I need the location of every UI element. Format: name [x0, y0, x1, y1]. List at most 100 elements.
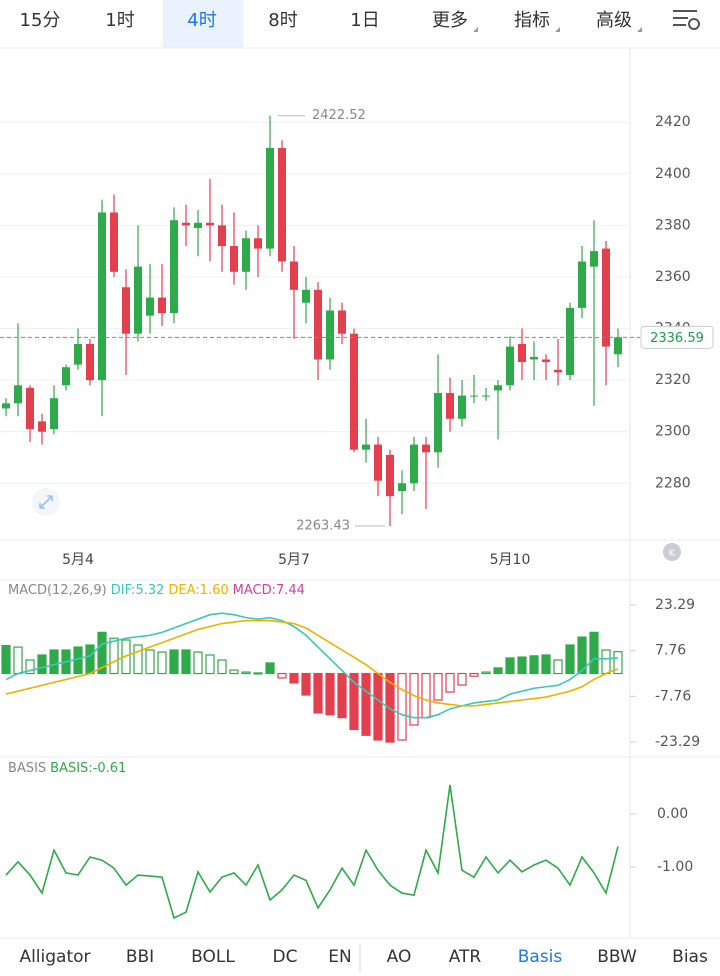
series-line	[5, 619, 619, 707]
candle-body	[482, 395, 490, 397]
series-line	[5, 784, 619, 920]
histogram-bar	[541, 654, 551, 675]
histogram-bar	[253, 672, 263, 675]
candle-body	[110, 212, 118, 272]
candle-body	[326, 310, 334, 360]
candle-body	[338, 310, 346, 334]
time-tab[interactable]: 1日	[350, 10, 379, 31]
y-tick-label: -23.29	[655, 734, 700, 750]
candle-body	[50, 398, 58, 430]
histogram-bar	[565, 644, 575, 675]
icon-gear	[688, 18, 700, 30]
time-tab[interactable]: 更多	[432, 10, 468, 31]
candle-body	[98, 212, 106, 381]
histogram-bar	[241, 671, 251, 675]
settings-icon[interactable]	[673, 10, 700, 30]
candle-body	[218, 225, 226, 246]
legend: MACD(12,26,9) DIF:5.32 DEA:1.60 MACD:7.44	[8, 583, 305, 598]
candle-body	[614, 337, 622, 355]
indicator-tab[interactable]: BBI	[126, 947, 154, 967]
y-tick-label: 7.76	[655, 643, 686, 659]
histogram-bar	[385, 672, 395, 743]
histogram-bar	[529, 655, 539, 675]
candle-body	[230, 246, 238, 272]
indicator-tab[interactable]: Basis	[518, 947, 563, 967]
candle-body	[158, 297, 166, 314]
histogram-bar	[13, 646, 23, 675]
candle-body	[2, 403, 10, 409]
candle-body	[206, 222, 214, 226]
candle-body	[494, 385, 502, 391]
time-tab[interactable]: 8时	[268, 10, 297, 31]
histogram-bar	[25, 659, 35, 675]
candle-body	[26, 387, 34, 430]
histogram-bar	[301, 672, 311, 696]
histogram-bar	[397, 672, 407, 741]
legend-value: 5.32	[135, 583, 164, 598]
indicator-tab[interactable]: EN	[328, 947, 351, 967]
indicator-tab[interactable]: ATR	[449, 947, 482, 967]
last-price-badge	[640, 325, 714, 349]
time-tab[interactable]: 15分	[20, 10, 61, 31]
histogram-bar	[193, 651, 203, 675]
indicator-tab[interactable]: BOLL	[191, 947, 235, 967]
legend-name: BASIS:	[50, 761, 93, 776]
candle-body	[458, 395, 466, 419]
y-tick-label: 2360	[655, 269, 691, 285]
time-tab[interactable]: 高级	[596, 10, 632, 31]
candle-body	[146, 297, 154, 316]
histogram-bar	[577, 636, 587, 675]
candle-body	[170, 220, 178, 314]
scroll-button-label: K	[669, 548, 676, 559]
candle-body	[74, 344, 82, 365]
candle-body	[398, 483, 406, 491]
histogram-bar	[457, 672, 467, 686]
histogram-bar	[217, 659, 227, 675]
x-tick-label: 5月4	[62, 552, 94, 568]
candle-body	[518, 344, 526, 363]
candle-body	[530, 356, 538, 360]
min-label: 2263.43	[296, 518, 350, 533]
indicator-tab[interactable]: Alligator	[19, 947, 90, 967]
time-tab[interactable]: 指标	[514, 10, 550, 31]
histogram-bar	[361, 672, 371, 736]
candle-body	[14, 385, 22, 404]
histogram-bar	[505, 657, 515, 675]
scroll-button[interactable]	[663, 543, 681, 561]
last-price-label: 2336.59	[650, 331, 704, 346]
dropdown-mark	[637, 27, 642, 32]
histogram-bar	[265, 662, 275, 675]
indicator-tab[interactable]: AO	[387, 947, 412, 967]
histogram-bar	[145, 649, 155, 675]
histogram-bar	[325, 672, 335, 716]
candle-body	[314, 289, 322, 360]
y-tick-label: 23.29	[655, 597, 695, 613]
expand-icon[interactable]	[32, 488, 60, 516]
histogram-bar	[373, 672, 383, 741]
candle-body	[554, 369, 562, 373]
histogram-bar	[229, 669, 239, 675]
y-tick-label: 2300	[655, 424, 691, 440]
candle-body	[194, 222, 202, 228]
time-tab[interactable]: 4时	[187, 10, 216, 31]
x-tick-label: 5月10	[490, 552, 531, 568]
active-tab-bg	[163, 0, 243, 48]
candle-body	[578, 261, 586, 308]
histogram-bar	[289, 672, 299, 684]
indicator-tab[interactable]: BBW	[597, 947, 637, 967]
indicator-tab[interactable]: Bias	[672, 947, 708, 967]
candle-body	[350, 333, 358, 450]
histogram-bar	[409, 672, 419, 726]
histogram-bar	[601, 649, 611, 675]
time-tab[interactable]: 1时	[105, 10, 134, 31]
candle-body	[86, 344, 94, 381]
histogram-bar	[1, 644, 11, 675]
candle-body	[362, 444, 370, 450]
indicator-tab[interactable]: DC	[273, 947, 298, 967]
y-tick-label: -7.76	[655, 688, 691, 704]
histogram-bar	[169, 649, 179, 675]
histogram-bar	[337, 672, 347, 719]
